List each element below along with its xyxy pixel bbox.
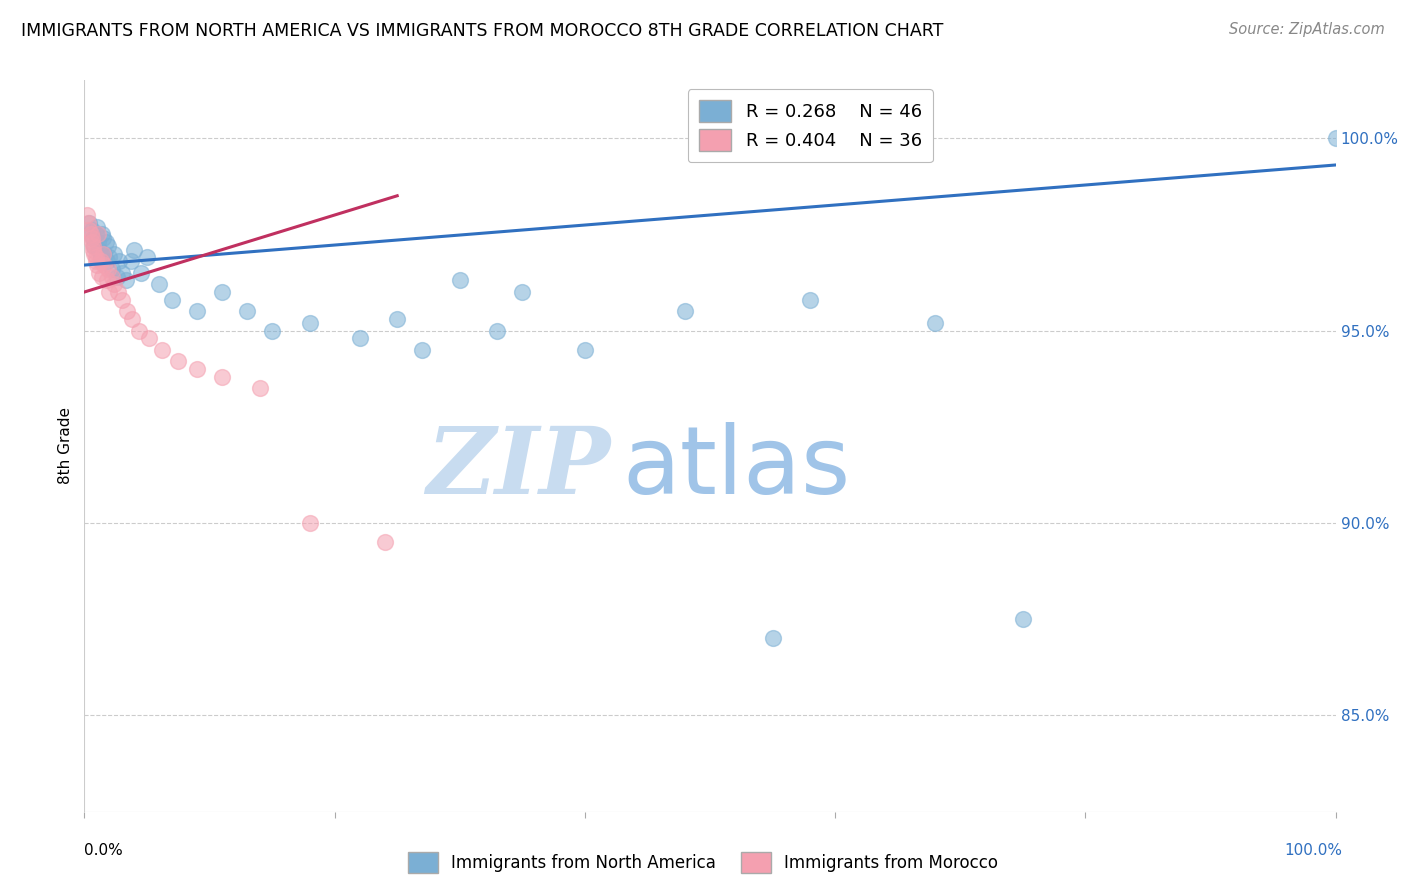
Point	[673, 304, 696, 318]
Point	[91, 231, 114, 245]
Point	[97, 239, 120, 253]
Point	[249, 381, 271, 395]
Point	[90, 254, 112, 268]
Point	[211, 285, 233, 299]
Point	[1012, 612, 1035, 626]
Point	[105, 269, 128, 284]
Point	[96, 254, 118, 268]
Point	[84, 251, 107, 265]
Point	[86, 258, 108, 272]
Point	[186, 304, 208, 318]
Point	[83, 239, 105, 253]
Point	[799, 293, 821, 307]
Point	[84, 254, 107, 268]
Legend: Immigrants from North America, Immigrants from Morocco: Immigrants from North America, Immigrant…	[401, 846, 1005, 880]
Point	[449, 273, 471, 287]
Point	[82, 243, 104, 257]
Point	[574, 343, 596, 357]
Point	[82, 239, 104, 253]
Point	[80, 235, 103, 249]
Point	[1324, 131, 1347, 145]
Point	[94, 235, 117, 249]
Text: atlas: atlas	[623, 422, 851, 514]
Point	[298, 316, 321, 330]
Point	[160, 293, 183, 307]
Point	[87, 235, 110, 249]
Text: 100.0%: 100.0%	[1285, 843, 1343, 858]
Point	[79, 216, 101, 230]
Point	[79, 227, 101, 242]
Point	[80, 231, 103, 245]
Point	[512, 285, 534, 299]
Point	[298, 516, 321, 530]
Point	[96, 273, 118, 287]
Point	[107, 285, 129, 299]
Point	[90, 269, 112, 284]
Point	[103, 246, 125, 260]
Point	[93, 258, 115, 272]
Point	[262, 324, 284, 338]
Point	[236, 304, 259, 318]
Point	[150, 343, 173, 357]
Point	[111, 293, 134, 307]
Text: IMMIGRANTS FROM NORTH AMERICA VS IMMIGRANTS FROM MOROCCO 8TH GRADE CORRELATION C: IMMIGRANTS FROM NORTH AMERICA VS IMMIGRA…	[21, 22, 943, 40]
Point	[115, 304, 138, 318]
Point	[128, 324, 150, 338]
Point	[148, 277, 170, 292]
Point	[98, 251, 121, 265]
Point	[93, 246, 115, 260]
Point	[108, 254, 131, 268]
Point	[82, 231, 104, 245]
Point	[103, 277, 125, 292]
Point	[374, 535, 396, 549]
Point	[349, 331, 371, 345]
Point	[120, 254, 142, 268]
Point	[211, 369, 233, 384]
Legend: R = 0.268    N = 46, R = 0.404    N = 36: R = 0.268 N = 46, R = 0.404 N = 36	[688, 89, 932, 162]
Point	[76, 208, 98, 222]
Point	[129, 266, 152, 280]
Point	[101, 261, 124, 276]
Point	[79, 223, 101, 237]
Point	[86, 219, 108, 234]
Point	[924, 316, 946, 330]
Text: Source: ZipAtlas.com: Source: ZipAtlas.com	[1229, 22, 1385, 37]
Point	[77, 216, 100, 230]
Point	[90, 227, 112, 242]
Point	[186, 362, 208, 376]
Point	[91, 246, 114, 260]
Point	[762, 632, 785, 646]
Point	[486, 324, 509, 338]
Text: 0.0%: 0.0%	[84, 843, 124, 858]
Point	[114, 273, 136, 287]
Point	[136, 251, 159, 265]
Text: ZIP: ZIP	[426, 423, 610, 513]
Point	[87, 227, 110, 242]
Point	[411, 343, 433, 357]
Point	[101, 269, 124, 284]
Point	[98, 285, 121, 299]
Point	[138, 331, 160, 345]
Point	[385, 312, 409, 326]
Point	[80, 223, 103, 237]
Point	[84, 227, 107, 242]
Point	[121, 312, 143, 326]
Point	[167, 354, 190, 368]
Point	[83, 246, 105, 260]
Point	[124, 243, 146, 257]
Point	[97, 261, 120, 276]
Point	[89, 266, 111, 280]
Point	[111, 266, 134, 280]
Y-axis label: 8th Grade: 8th Grade	[58, 408, 73, 484]
Point	[90, 251, 112, 265]
Point	[89, 243, 111, 257]
